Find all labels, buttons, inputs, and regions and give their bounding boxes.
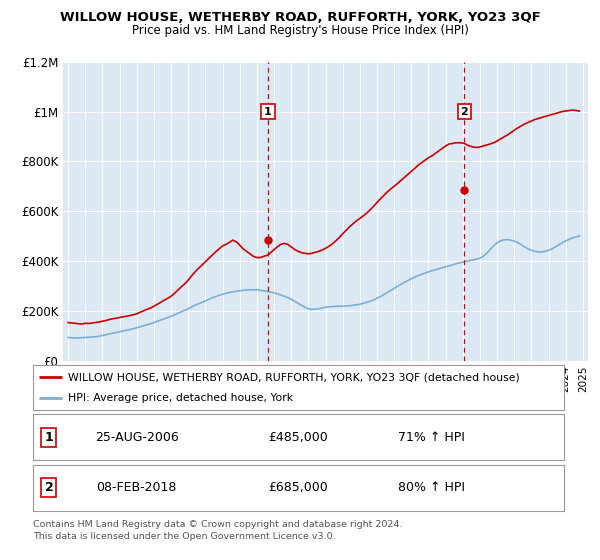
Text: WILLOW HOUSE, WETHERBY ROAD, RUFFORTH, YORK, YO23 3QF: WILLOW HOUSE, WETHERBY ROAD, RUFFORTH, Y… <box>59 11 541 24</box>
Text: £685,000: £685,000 <box>269 481 328 494</box>
Text: 25-AUG-2006: 25-AUG-2006 <box>95 431 178 444</box>
Text: 71% ↑ HPI: 71% ↑ HPI <box>398 431 464 444</box>
Text: 80% ↑ HPI: 80% ↑ HPI <box>398 481 465 494</box>
Text: 1: 1 <box>44 431 53 444</box>
Text: Contains HM Land Registry data © Crown copyright and database right 2024.: Contains HM Land Registry data © Crown c… <box>33 520 403 529</box>
Text: Price paid vs. HM Land Registry's House Price Index (HPI): Price paid vs. HM Land Registry's House … <box>131 24 469 37</box>
Text: 2: 2 <box>44 481 53 494</box>
Text: 1: 1 <box>264 106 272 116</box>
Text: WILLOW HOUSE, WETHERBY ROAD, RUFFORTH, YORK, YO23 3QF (detached house): WILLOW HOUSE, WETHERBY ROAD, RUFFORTH, Y… <box>68 372 519 382</box>
Text: 2: 2 <box>461 106 469 116</box>
Text: This data is licensed under the Open Government Licence v3.0.: This data is licensed under the Open Gov… <box>33 532 335 541</box>
Text: HPI: Average price, detached house, York: HPI: Average price, detached house, York <box>68 393 293 403</box>
Text: 08-FEB-2018: 08-FEB-2018 <box>97 481 177 494</box>
Text: £485,000: £485,000 <box>269 431 328 444</box>
